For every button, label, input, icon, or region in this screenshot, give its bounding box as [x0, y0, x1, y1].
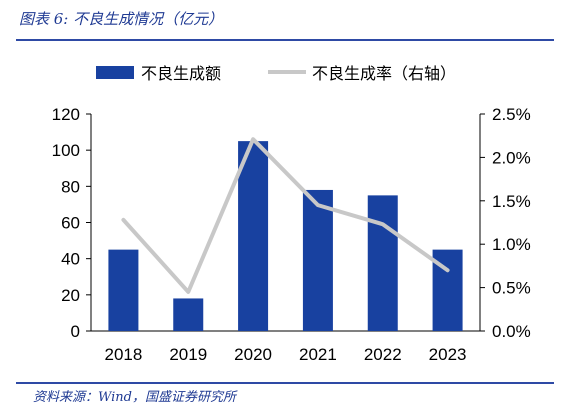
right-tick-label: 0.5% [492, 279, 531, 298]
x-tick-label: 2019 [169, 345, 207, 364]
bar-2022 [367, 195, 398, 331]
legend-label-bar: 不良生成额 [141, 64, 221, 83]
left-tick-label: 0 [71, 322, 80, 341]
left-tick-label: 60 [61, 214, 80, 233]
rate-point-2018 [122, 219, 124, 221]
bar-2020 [238, 141, 269, 331]
right-tick-label: 1.0% [492, 235, 531, 254]
rate-point-2022 [382, 223, 384, 225]
legend: 不良生成额 不良生成率（右轴） [96, 64, 456, 83]
rate-line [121, 137, 450, 294]
bar-2018 [108, 249, 139, 331]
left-tick-label: 100 [52, 141, 80, 160]
axes: 0 20 40 60 80 100 120 0.0% 0.5% 1.0% 1.5% 2.0% 2.5% 2… [52, 105, 531, 364]
title-rule [16, 39, 554, 41]
left-tick-label: 40 [61, 250, 80, 269]
legend-label-line: 不良生成率（右轴） [312, 64, 456, 83]
x-tick-label: 2023 [429, 345, 467, 364]
left-tick-label: 120 [52, 105, 80, 124]
bar-line-chart: 不良生成额 不良生成率（右轴） 0 20 40 60 80 100 120 0.0% 0.5% 1.… [52, 64, 531, 364]
rate-point-2019 [187, 291, 189, 293]
rate-point-2023 [447, 269, 449, 271]
x-tick-label: 2022 [364, 345, 402, 364]
left-tick-label: 80 [61, 177, 80, 196]
chart-title: 图表 6: 不良生成情况（亿元） [19, 10, 224, 28]
rate-line-layer [121, 137, 450, 294]
x-tick-label: 2018 [105, 345, 143, 364]
bar-2021 [302, 189, 333, 331]
source-rule [16, 382, 554, 384]
right-tick-label: 1.5% [492, 192, 531, 211]
rate-point-2020 [252, 138, 254, 140]
rate-point-2021 [317, 204, 319, 206]
left-tick-label: 20 [61, 286, 80, 305]
source-note: 资料来源：Wind，国盛证券研究所 [33, 390, 236, 405]
bars [108, 141, 463, 331]
x-tick-label: 2021 [299, 345, 337, 364]
bar-2019 [173, 298, 204, 331]
x-tick-label: 2020 [234, 345, 272, 364]
right-tick-label: 2.0% [492, 148, 531, 167]
legend-swatch-bar [96, 66, 134, 79]
right-tick-label: 2.5% [492, 105, 531, 124]
right-tick-label: 0.0% [492, 322, 531, 341]
